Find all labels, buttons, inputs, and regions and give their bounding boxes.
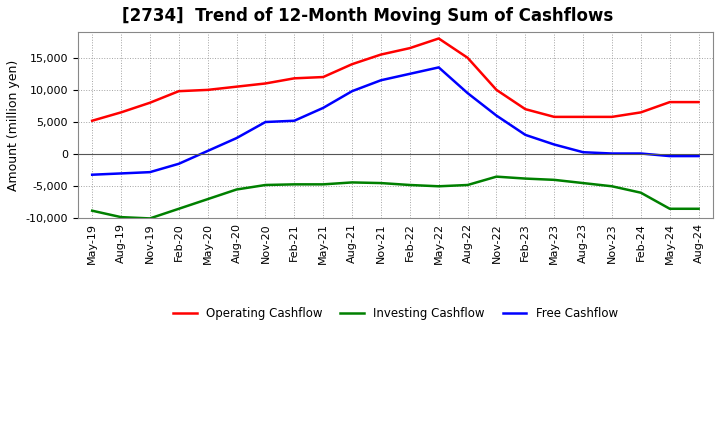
Operating Cashflow: [492, 87, 501, 92]
Investing Cashflow: [290, 182, 299, 187]
Free Cashflow: [521, 132, 530, 138]
Operating Cashflow: [463, 55, 472, 60]
Investing Cashflow: [579, 180, 588, 186]
Operating Cashflow: [550, 114, 559, 120]
Operating Cashflow: [261, 81, 270, 86]
Free Cashflow: [405, 71, 414, 77]
Investing Cashflow: [319, 182, 328, 187]
Operating Cashflow: [694, 99, 703, 105]
Free Cashflow: [174, 161, 183, 166]
Free Cashflow: [233, 136, 241, 141]
Operating Cashflow: [233, 84, 241, 89]
Investing Cashflow: [145, 216, 154, 221]
Operating Cashflow: [579, 114, 588, 120]
Operating Cashflow: [348, 62, 356, 67]
Operating Cashflow: [608, 114, 616, 120]
Free Cashflow: [665, 154, 674, 159]
Operating Cashflow: [434, 36, 443, 41]
Free Cashflow: [550, 142, 559, 147]
Operating Cashflow: [203, 87, 212, 92]
Operating Cashflow: [174, 88, 183, 94]
Investing Cashflow: [608, 183, 616, 189]
Investing Cashflow: [665, 206, 674, 211]
Investing Cashflow: [463, 182, 472, 187]
Operating Cashflow: [145, 100, 154, 106]
Operating Cashflow: [636, 110, 645, 115]
Free Cashflow: [434, 65, 443, 70]
Investing Cashflow: [636, 190, 645, 195]
Investing Cashflow: [261, 182, 270, 187]
Line: Free Cashflow: Free Cashflow: [92, 67, 698, 175]
Free Cashflow: [348, 88, 356, 94]
Line: Investing Cashflow: Investing Cashflow: [92, 176, 698, 218]
Free Cashflow: [117, 171, 125, 176]
Operating Cashflow: [290, 76, 299, 81]
Free Cashflow: [579, 150, 588, 155]
Investing Cashflow: [174, 206, 183, 211]
Operating Cashflow: [665, 99, 674, 105]
Investing Cashflow: [492, 174, 501, 179]
Investing Cashflow: [348, 180, 356, 185]
Free Cashflow: [261, 119, 270, 125]
Free Cashflow: [608, 151, 616, 156]
Free Cashflow: [290, 118, 299, 123]
Y-axis label: Amount (million yen): Amount (million yen): [7, 59, 20, 191]
Operating Cashflow: [405, 45, 414, 51]
Free Cashflow: [492, 113, 501, 118]
Investing Cashflow: [405, 182, 414, 187]
Investing Cashflow: [88, 208, 96, 213]
Investing Cashflow: [521, 176, 530, 181]
Free Cashflow: [145, 169, 154, 175]
Text: [2734]  Trend of 12-Month Moving Sum of Cashflows: [2734] Trend of 12-Month Moving Sum of C…: [122, 7, 613, 25]
Free Cashflow: [694, 154, 703, 159]
Operating Cashflow: [88, 118, 96, 123]
Investing Cashflow: [377, 180, 385, 186]
Investing Cashflow: [203, 197, 212, 202]
Investing Cashflow: [233, 187, 241, 192]
Investing Cashflow: [550, 177, 559, 183]
Investing Cashflow: [117, 214, 125, 220]
Line: Operating Cashflow: Operating Cashflow: [92, 38, 698, 121]
Legend: Operating Cashflow, Investing Cashflow, Free Cashflow: Operating Cashflow, Investing Cashflow, …: [168, 303, 623, 325]
Free Cashflow: [463, 91, 472, 96]
Investing Cashflow: [694, 206, 703, 211]
Free Cashflow: [88, 172, 96, 177]
Free Cashflow: [377, 77, 385, 83]
Operating Cashflow: [521, 106, 530, 112]
Investing Cashflow: [434, 183, 443, 189]
Free Cashflow: [203, 148, 212, 154]
Operating Cashflow: [377, 52, 385, 57]
Operating Cashflow: [117, 110, 125, 115]
Free Cashflow: [319, 105, 328, 110]
Free Cashflow: [636, 151, 645, 156]
Operating Cashflow: [319, 74, 328, 80]
